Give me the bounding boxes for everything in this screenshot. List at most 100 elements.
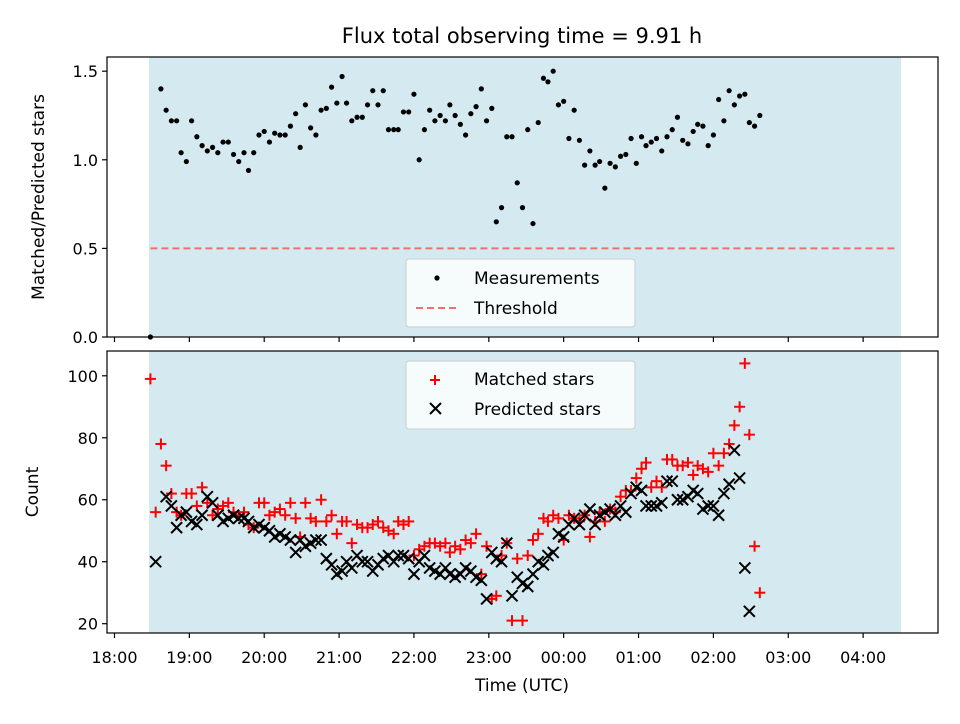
x-stroke-b [428, 564, 442, 578]
x-stroke-b [350, 549, 364, 562]
predicted-star-point [728, 443, 741, 457]
x-stroke-b [639, 499, 653, 513]
measurement-point [256, 132, 262, 138]
measurement-point [716, 96, 722, 103]
measurement-point [680, 137, 686, 143]
measurement-point [421, 127, 428, 133]
predicted-star-point [356, 555, 369, 568]
matched-star-point [552, 512, 564, 524]
x-stroke-b [475, 574, 488, 587]
x-stroke-b [480, 592, 493, 606]
x-stroke-b [278, 530, 292, 544]
x-stroke-b [495, 555, 508, 568]
matched-star-point [490, 590, 502, 602]
x-stroke-b [273, 527, 287, 541]
x-stroke-b [439, 561, 452, 575]
x-stroke-b [284, 533, 297, 547]
matched-star-point [274, 503, 286, 515]
matched-star-point [372, 515, 384, 527]
predicted-star-point [655, 496, 668, 510]
x-tick-label: 03:00 [765, 648, 811, 667]
measurement-point [628, 135, 634, 142]
counts-y-axis-label: Count [23, 466, 43, 517]
predicted-star-point [526, 567, 540, 581]
measurement-point [215, 150, 221, 156]
x-tick-label: 20:00 [241, 648, 287, 667]
x-stroke-b [588, 518, 602, 531]
x-tick-label: 01:00 [615, 648, 661, 667]
measurement-point [535, 119, 541, 126]
x-stroke-b [345, 561, 359, 575]
predicted-star-point [583, 502, 597, 516]
measurement-point [571, 107, 577, 113]
x-stroke-b [511, 571, 524, 584]
x-stroke-b [619, 505, 633, 519]
counts-legend: Matched stars Predicted stars [405, 360, 636, 430]
matched-star-point [475, 568, 487, 580]
x-stroke-b [211, 509, 225, 522]
matched-star-point [155, 438, 167, 450]
measurement-point [525, 127, 531, 133]
x-stroke-b [537, 558, 550, 572]
measurement-point [700, 123, 706, 129]
measurement-point [442, 118, 448, 124]
chart-title: Flux total observing time = 9.91 h [342, 24, 702, 48]
measurement-point [638, 134, 645, 140]
predicted-star-point [361, 555, 374, 568]
x-stroke-b [583, 502, 597, 516]
matched-star-point [702, 466, 714, 478]
measurement-point [587, 148, 593, 154]
predicted-star-point [325, 558, 338, 572]
measurement-point [328, 84, 335, 90]
measurement-point [653, 135, 660, 142]
x-tick-label: 21:00 [316, 648, 362, 667]
predicted-star-point [159, 490, 173, 503]
matched-star-point [150, 506, 162, 518]
matched-star-point [320, 515, 332, 527]
measurement-point [623, 151, 629, 158]
matched-star-point [310, 515, 322, 527]
x-stroke-b [252, 518, 266, 531]
measurement-point [463, 132, 469, 138]
matched-star-point [315, 494, 327, 506]
legend-predicted-label: Predicted stars [474, 400, 601, 420]
matched-star-point [222, 497, 234, 509]
measurement-point [293, 111, 299, 117]
x-stroke-b [655, 496, 668, 510]
x-stroke-b [443, 567, 457, 581]
measurement-point [664, 134, 670, 140]
measurement-point [452, 112, 458, 119]
matched-star-point [734, 401, 746, 413]
legend-threshold-label: Threshold [473, 299, 558, 319]
x-stroke-b [717, 487, 731, 500]
matched-star-point [517, 615, 528, 627]
matched-star-point [682, 457, 694, 469]
x-stroke-b [387, 555, 400, 568]
predicted-star-point [546, 546, 560, 559]
measurement-point [468, 111, 474, 117]
x-stroke-b [195, 509, 209, 522]
predicted-star-point [701, 499, 715, 513]
x-stroke-b [165, 499, 178, 513]
matched-star-point [743, 429, 755, 441]
measurement-point [334, 100, 340, 106]
measurement-point [633, 160, 639, 166]
measurement-point [530, 220, 536, 227]
measurement-point [313, 132, 319, 138]
matched-star-point [408, 550, 420, 562]
matched-star-point [584, 531, 596, 543]
ratio-plot-frame [106, 56, 939, 338]
measurement-point [209, 144, 216, 150]
x-stroke-b [722, 478, 736, 491]
measurement-point [251, 150, 257, 156]
x-stroke-b [485, 546, 499, 559]
measurement-point [318, 107, 324, 113]
measurement-point [519, 205, 526, 211]
matched-star-point [186, 488, 198, 500]
x-stroke-b [335, 564, 349, 578]
predicted-star-point [170, 521, 183, 534]
predicted-star-point [619, 505, 633, 519]
matched-star-point [299, 497, 311, 509]
measurement-point [612, 164, 618, 170]
measurement-point [370, 88, 376, 94]
